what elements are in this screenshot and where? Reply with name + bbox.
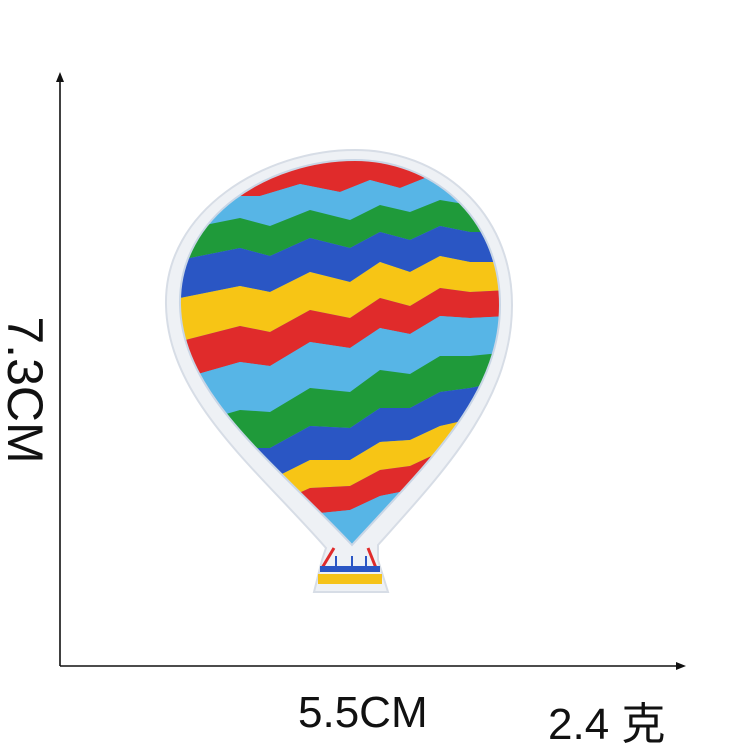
- hot-air-balloon-icon: [164, 148, 514, 593]
- vertical-axis-arrow-icon: [56, 72, 64, 82]
- balloon-envelope: [178, 158, 502, 547]
- balloon-basket: [318, 547, 382, 584]
- weight-label: 2.4 克: [548, 700, 666, 749]
- width-dimension-label: 5.5CM: [298, 688, 428, 737]
- dimension-axes: [56, 72, 686, 670]
- height-dimension-label: 7.3CM: [0, 316, 53, 464]
- horizontal-axis-arrow-icon: [676, 662, 686, 670]
